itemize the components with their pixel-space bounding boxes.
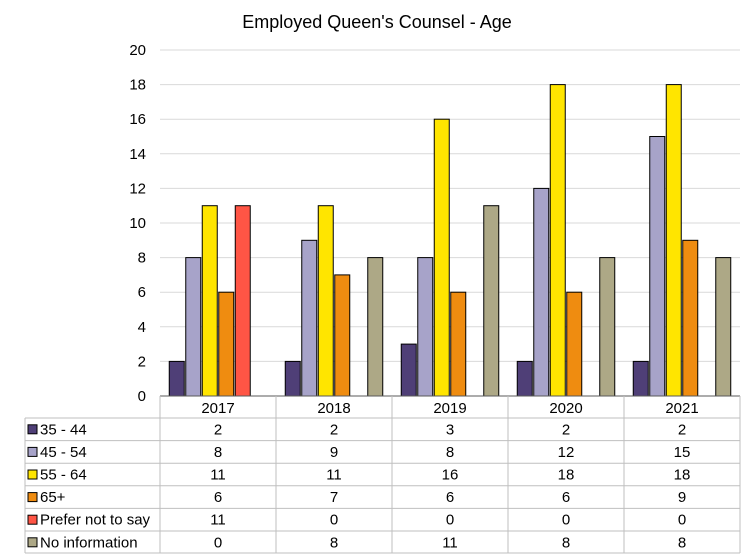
data-label: 11 [210, 467, 226, 484]
bar [433, 118, 450, 397]
y-tick-label: 4 [138, 319, 146, 336]
y-tick-label: 18 [129, 77, 146, 94]
x-axis: 2017 2018 2019 2020 2021 [159, 395, 741, 553]
bar [400, 343, 417, 397]
y-tick-label: 10 [129, 215, 146, 232]
y-tick-label: 20 [129, 42, 146, 59]
bar [317, 205, 334, 397]
legend-swatch [27, 492, 38, 503]
data-label: 0 [562, 512, 570, 529]
bar [483, 205, 500, 397]
data-label: 15 [674, 444, 691, 461]
x-tick-label: 2020 [549, 400, 582, 417]
data-label: 11 [210, 512, 226, 529]
data-table: 35 - 44 2 2 3 2 2 45 - 54 8 9 8 12 15 55 - 64 11 11 16 1… [24, 417, 740, 554]
bar [218, 291, 235, 397]
y-tick-label: 0 [138, 388, 146, 405]
data-label: 6 [446, 489, 454, 506]
bar [201, 205, 218, 397]
data-label: 11 [442, 534, 458, 551]
legend-label: 35 - 44 [40, 421, 87, 438]
bar [549, 84, 566, 397]
data-label: 18 [674, 467, 691, 484]
legend-swatch [27, 537, 38, 548]
y-tick-label: 14 [129, 146, 146, 163]
x-tick-label: 2021 [665, 400, 698, 417]
bar [516, 360, 533, 397]
x-tick-label: 2019 [433, 400, 466, 417]
data-label: 8 [562, 534, 570, 551]
bar [185, 257, 202, 397]
data-label: 2 [330, 421, 338, 438]
data-label: 8 [446, 444, 454, 461]
x-tick-label: 2018 [317, 400, 350, 417]
y-tick-label: 16 [129, 111, 146, 128]
legend-swatch [27, 469, 38, 480]
data-label: 7 [330, 489, 338, 506]
bar [632, 360, 649, 397]
bar [234, 205, 251, 397]
data-label: 2 [678, 421, 686, 438]
legend-label: No information [40, 534, 138, 551]
data-label: 2 [214, 421, 222, 438]
legend-label: 45 - 54 [40, 444, 87, 461]
bar [450, 291, 467, 397]
data-label: 8 [678, 534, 686, 551]
data-label: 2 [562, 421, 570, 438]
bar [682, 239, 699, 397]
data-label: 3 [446, 421, 454, 438]
data-label: 18 [558, 467, 575, 484]
data-label: 0 [214, 534, 222, 551]
data-label: 11 [326, 467, 342, 484]
gridlines [160, 49, 740, 397]
legend-label: 65+ [40, 489, 66, 506]
bar [599, 257, 616, 397]
legend-label: Prefer not to say [40, 512, 151, 529]
data-label: 0 [446, 512, 454, 529]
y-tick-label: 8 [138, 250, 146, 267]
bar [665, 84, 682, 397]
data-label: 16 [442, 467, 459, 484]
data-label: 9 [330, 444, 338, 461]
data-label: 0 [678, 512, 686, 529]
data-label: 12 [558, 444, 575, 461]
data-label: 8 [214, 444, 222, 461]
bars [168, 84, 732, 397]
data-label: 9 [678, 489, 686, 506]
legend-swatch [27, 514, 38, 525]
bar [301, 239, 318, 397]
bar [334, 274, 351, 397]
bar [284, 360, 301, 397]
data-label: 0 [330, 512, 338, 529]
bar [533, 187, 550, 397]
bar [367, 257, 384, 397]
data-label: 8 [330, 534, 338, 551]
bar [417, 257, 434, 397]
y-tick-label: 6 [138, 284, 146, 301]
chart-title: Employed Queen's Counsel - Age [242, 12, 512, 32]
y-axis-ticks: 0 2 4 6 8 10 12 14 16 18 20 [129, 42, 146, 405]
bar [168, 360, 185, 397]
y-tick-label: 2 [138, 353, 146, 370]
x-tick-label: 2017 [201, 400, 234, 417]
bar [566, 291, 583, 397]
legend-label: 55 - 64 [40, 467, 87, 484]
data-label: 6 [562, 489, 570, 506]
bar [715, 257, 732, 397]
bar [649, 136, 666, 397]
legend-swatch [27, 446, 38, 457]
y-tick-label: 12 [129, 180, 146, 197]
legend-swatch [27, 424, 38, 435]
data-label: 6 [214, 489, 222, 506]
